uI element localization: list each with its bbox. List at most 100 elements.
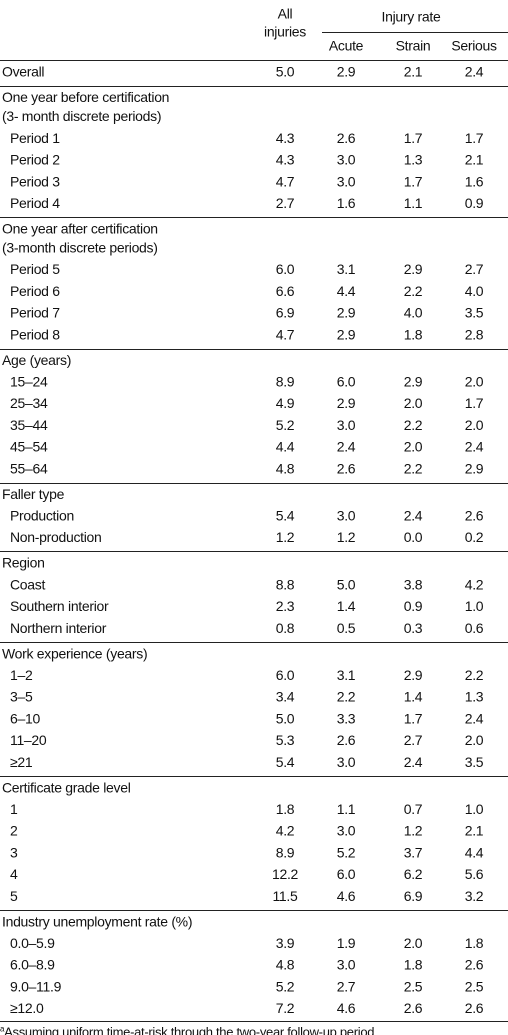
section-title: (3- month discrete periods) xyxy=(2,108,161,124)
cell: 2.7 xyxy=(337,978,356,994)
cell: 4.0 xyxy=(465,283,484,299)
cell: 5.6 xyxy=(465,866,484,882)
column-header: All xyxy=(278,6,293,22)
cell: 2.0 xyxy=(465,374,484,390)
cell: 1.7 xyxy=(465,130,484,146)
row-label: 3–5 xyxy=(10,689,33,705)
cell: 5.0 xyxy=(276,64,295,80)
section-title: One year after certification xyxy=(2,221,158,237)
cell: 2.6 xyxy=(337,460,356,476)
cell: 11.5 xyxy=(272,888,298,904)
cell: 1.7 xyxy=(404,130,423,146)
row-label: Northern interior xyxy=(10,620,107,636)
footnote-text: Assuming uniform time-at-risk through th… xyxy=(4,1025,377,1035)
cell: 1.4 xyxy=(404,689,423,705)
row-label: 2 xyxy=(10,823,18,839)
cell: 3.0 xyxy=(337,754,356,770)
row-label: Period 3 xyxy=(10,173,60,189)
cell: 2.4 xyxy=(404,754,423,770)
row-label: Production xyxy=(10,508,74,524)
cell: 8.9 xyxy=(276,374,295,390)
row-label: 5 xyxy=(10,888,18,904)
row-label: Period 8 xyxy=(10,326,60,342)
row-label: Period 5 xyxy=(10,261,60,277)
cell: 6.0 xyxy=(276,667,295,683)
cell: 2.1 xyxy=(465,823,484,839)
cell: 2.9 xyxy=(404,667,423,683)
section-title: Industry unemployment rate (%) xyxy=(2,913,192,929)
cell: 1.6 xyxy=(465,173,484,189)
row-label: Period 6 xyxy=(10,283,60,299)
row-label: 15–24 xyxy=(10,374,48,390)
cell: 4.4 xyxy=(276,439,295,455)
cell: 1.8 xyxy=(276,801,295,817)
column-header: Strain xyxy=(396,38,431,54)
cell: 2.2 xyxy=(404,417,423,433)
row-label: 6–10 xyxy=(10,710,40,726)
row-label: Overall xyxy=(2,64,44,80)
cell: 1.3 xyxy=(404,152,423,168)
cell: 0.7 xyxy=(404,801,423,817)
cell: 1.8 xyxy=(404,957,423,973)
row-label: Period 7 xyxy=(10,305,60,321)
cell: 2.4 xyxy=(404,508,423,524)
cell: 3.5 xyxy=(465,754,484,770)
cell: 2.9 xyxy=(337,64,356,80)
cell: 4.4 xyxy=(465,844,484,860)
cell: 6.0 xyxy=(337,374,356,390)
row-label: Period 2 xyxy=(10,152,60,168)
cell: 3.0 xyxy=(337,823,356,839)
cell: 5.2 xyxy=(276,978,295,994)
cell: 4.3 xyxy=(276,130,295,146)
cell: 2.9 xyxy=(465,460,484,476)
cell: 2.7 xyxy=(465,261,484,277)
cell: 2.6 xyxy=(465,508,484,524)
cell: 2.2 xyxy=(404,283,423,299)
row-label: 11–20 xyxy=(10,732,47,748)
row-label: 35–44 xyxy=(10,417,48,433)
cell: 2.6 xyxy=(465,1000,484,1016)
cell: 1.8 xyxy=(465,935,484,951)
row-label: 3 xyxy=(10,844,18,860)
cell: 3.4 xyxy=(276,689,295,705)
cell: 2.4 xyxy=(465,439,484,455)
cell: 8.9 xyxy=(276,844,295,860)
column-header: injuries xyxy=(264,24,306,40)
cell: 1.3 xyxy=(465,689,484,705)
row-label: Period 1 xyxy=(10,130,60,146)
cell: 0.8 xyxy=(276,620,295,636)
cell: 3.0 xyxy=(337,173,356,189)
cell: 2.0 xyxy=(465,417,484,433)
section-title: One year before certification xyxy=(2,89,169,105)
cell: 12.2 xyxy=(272,866,299,882)
cell: 3.9 xyxy=(276,935,295,951)
cell: 3.0 xyxy=(337,417,356,433)
cell: 3.1 xyxy=(337,667,356,683)
cell: 5.0 xyxy=(276,710,295,726)
cell: 2.9 xyxy=(337,305,356,321)
row-label: 25–34 xyxy=(10,395,48,411)
section-title: Age (years) xyxy=(2,352,71,368)
section-title: (3-month discrete periods) xyxy=(2,240,158,256)
cell: 1.7 xyxy=(404,710,423,726)
cell: 2.7 xyxy=(276,195,295,211)
column-header: Serious xyxy=(451,38,497,54)
cell: 2.2 xyxy=(465,667,484,683)
cell: 1.1 xyxy=(404,195,423,211)
row-label: Non-production xyxy=(10,529,102,545)
cell: 3.0 xyxy=(337,957,356,973)
cell: 1.9 xyxy=(337,935,356,951)
cell: 3.8 xyxy=(404,576,423,592)
cell: 0.5 xyxy=(337,620,356,636)
cell: 0.3 xyxy=(404,620,423,636)
cell: 1.6 xyxy=(337,195,356,211)
cell: 6.0 xyxy=(276,261,295,277)
cell: 2.9 xyxy=(337,395,356,411)
cell: 4.4 xyxy=(337,283,356,299)
cell: 3.3 xyxy=(337,710,356,726)
cell: 2.9 xyxy=(404,374,423,390)
cell: 4.9 xyxy=(276,395,295,411)
cell: 3.5 xyxy=(465,305,484,321)
cell: 2.0 xyxy=(404,395,423,411)
cell: 2.6 xyxy=(404,1000,423,1016)
